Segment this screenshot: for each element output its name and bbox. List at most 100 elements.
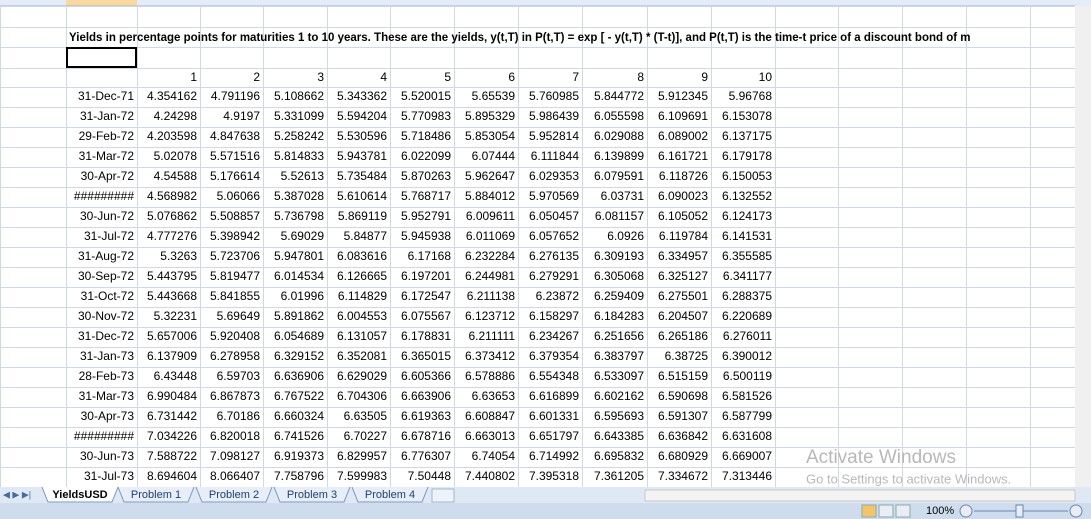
yield-cell: 5.52613 [281, 169, 325, 183]
normal-view-button[interactable] [861, 504, 877, 518]
yield-cell: 7.098127 [210, 449, 260, 463]
maturity-header: 4 [380, 70, 387, 84]
date-cell: 31-Mar-72 [79, 149, 135, 163]
sheet-tabs: YieldsUSD Problem 1 Problem 2 Problem 3 Prob… [41, 486, 429, 503]
yield-cell: 6.275501 [658, 289, 708, 303]
yield-cell: 6.341177 [723, 269, 772, 283]
yield-cell: 4.568982 [147, 189, 197, 203]
yield-cell: 5.943781 [337, 149, 387, 163]
yield-cell: 5.657006 [147, 329, 197, 343]
yield-cell: 5.768717 [401, 189, 451, 203]
zoom-level: 100% [926, 505, 954, 517]
yield-cell: 6.591307 [658, 409, 708, 423]
yield-cell: 6.050457 [529, 209, 579, 223]
maturity-header: 2 [253, 70, 260, 84]
page-break-view-button[interactable] [895, 504, 911, 518]
yield-cell: 6.74054 [472, 449, 516, 463]
yield-cell: 5.736798 [274, 209, 324, 223]
sheet-tab[interactable] [41, 486, 119, 503]
yield-cell: 6.083616 [337, 249, 387, 263]
yield-cell: 5.108662 [274, 89, 324, 103]
yield-cell: 6.114829 [338, 289, 387, 303]
yield-cell: 6.178831 [401, 329, 451, 343]
sheet-tab-label[interactable]: Problem 4 [365, 489, 415, 501]
yield-cell: 5.443668 [147, 289, 197, 303]
yield-cell: 6.029353 [529, 169, 579, 183]
yield-cell: 7.034226 [147, 429, 197, 443]
date-cell: 29-Feb-72 [79, 129, 135, 143]
grid [0, 6, 1076, 488]
yield-cell: 5.844772 [594, 89, 644, 103]
zoom-thumb[interactable] [1015, 504, 1024, 518]
date-cell: 30-Jun-72 [80, 209, 134, 223]
yield-cell: 6.365015 [401, 349, 451, 363]
yield-cell: 6.118726 [659, 169, 708, 183]
yield-cell: 6.23872 [536, 289, 580, 303]
yield-cell: 6.0926 [607, 229, 644, 243]
yield-cell: 5.952791 [401, 209, 451, 223]
yield-cell: 6.054689 [274, 329, 324, 343]
sheet-tab[interactable] [273, 486, 351, 503]
yield-cell: 6.59703 [217, 369, 261, 383]
yield-cell: 6.581526 [722, 389, 772, 403]
yield-cell: 6.636906 [274, 369, 324, 383]
yield-cell: 6.631608 [722, 429, 772, 443]
yield-cell: 6.141531 [722, 229, 772, 243]
active-cell[interactable] [66, 47, 137, 68]
yield-cell: 6.704306 [337, 389, 387, 403]
yield-cell: 6.500119 [723, 369, 772, 383]
date-cell: 31-Jul-73 [84, 469, 134, 483]
yield-cell: 6.38725 [665, 349, 709, 363]
zoom-in[interactable] [1069, 504, 1083, 518]
tab-nav[interactable]: ◀ ▶ ▶| [3, 489, 31, 499]
insert-sheet[interactable] [431, 488, 455, 503]
yield-cell: 6.01996 [281, 289, 325, 303]
sheet-tab-label[interactable]: Problem 2 [209, 489, 259, 501]
yield-cell: 6.643385 [594, 429, 644, 443]
yield-cell: 6.608847 [465, 409, 515, 423]
yield-cell: 6.663013 [465, 429, 515, 443]
yield-cell: 7.50448 [408, 469, 452, 483]
yield-cell: 6.057652 [529, 229, 579, 243]
sheet-tab[interactable] [117, 486, 195, 503]
yield-cell: 6.259409 [594, 289, 644, 303]
yield-cell: 7.395318 [529, 469, 579, 483]
yield-cell: 6.515159 [658, 369, 708, 383]
zoom-out[interactable] [959, 504, 973, 518]
date-cell: 31-Jul-72 [84, 229, 134, 243]
layout-view-button[interactable] [878, 504, 894, 518]
yield-cell: 5.530596 [337, 129, 387, 143]
yield-cell: 5.69649 [217, 309, 261, 323]
horizontal-scrollbar[interactable] [644, 489, 1076, 502]
yield-cell: 5.96768 [729, 89, 773, 103]
yield-cell: 6.616899 [529, 389, 579, 403]
yield-cell: 5.962647 [465, 169, 515, 183]
yield-cell: 6.619363 [401, 409, 451, 423]
yield-cell: 5.735484 [337, 169, 387, 183]
yield-cell: 6.329152 [274, 349, 324, 363]
yield-cell: 6.554348 [529, 369, 579, 383]
yield-cell: 6.276011 [723, 329, 772, 343]
yield-cell: 5.594204 [337, 109, 387, 123]
maturity-header: 6 [508, 70, 515, 84]
yield-cell: 6.137175 [722, 129, 772, 143]
sheet-tab-label[interactable]: Problem 1 [131, 489, 181, 501]
yield-cell: 5.970569 [529, 189, 579, 203]
yield-cell: 6.663906 [401, 389, 451, 403]
date-cell: 30-Apr-72 [81, 169, 135, 183]
yield-cell: 6.172547 [401, 289, 451, 303]
status-bar [0, 503, 1091, 519]
sheet-tab[interactable] [195, 486, 273, 503]
sheet-tab-label[interactable]: Problem 3 [287, 489, 337, 501]
sheet-tab-label[interactable]: YieldsUSD [52, 489, 107, 501]
yield-cell: 6.220689 [722, 309, 772, 323]
yield-cell: 6.090023 [658, 189, 708, 203]
sheet-tab[interactable] [351, 486, 429, 503]
yield-cell: 6.578886 [465, 369, 515, 383]
yield-cell: 6.767522 [274, 389, 324, 403]
yield-cell: 6.075567 [401, 309, 451, 323]
yield-cell: 6.373412 [465, 349, 515, 363]
yield-cell: 6.990484 [147, 389, 197, 403]
vertical-scrollbar[interactable] [1075, 6, 1091, 487]
